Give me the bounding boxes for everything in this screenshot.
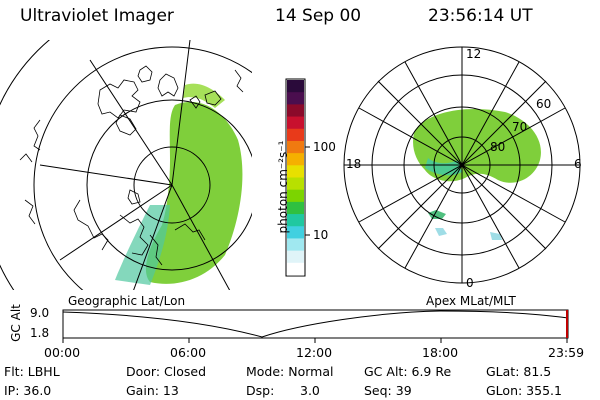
colorbar-band [287,250,304,264]
mlt-label-left: 18 [346,157,362,171]
status-dsp-label: Dsp: [246,383,275,398]
status-gc-alt: GC Alt: 6.9 Re [364,364,452,379]
timeline-xtick-3: 18:00 [422,345,459,360]
mlat-label-80: 80 [490,140,506,154]
status-mode: Mode: Normal [246,364,334,379]
altitude-curve [62,310,569,338]
colorbar-band [287,140,304,154]
colorbar-band [287,116,304,130]
colorbar-band [287,177,304,191]
colorbar-band [287,238,304,252]
status-filter: Flt: LBHL [4,364,60,379]
colorbar-band [287,153,304,166]
colorbar-band [287,128,304,142]
time-label: 23:56:14 UT [428,6,533,26]
timeline-xtick-0: 00:00 [44,345,81,360]
status-door: Door: Closed [126,364,207,379]
status-glat: GLat: 81.5 [486,364,552,379]
colorbar-tick-10: 10 [313,228,329,242]
instrument-title: Ultraviolet Imager [20,6,174,26]
timeline-xtick-4: 23:59 [548,345,585,360]
colorbar-band [287,262,304,276]
colorbar-band [287,226,304,240]
colorbar-band [287,201,304,215]
timeline-ytick-bottom: 1.8 [30,326,50,340]
colorbar-band [287,165,304,179]
colorbar-band [287,80,304,93]
timeline-ytick-top: 9.0 [30,306,50,320]
colorbar [285,78,310,277]
timeline-ylabel: GC Alt [9,304,23,342]
mlt-label-bottom: 0 [466,276,474,290]
status-gain: Gain: 13 [126,383,179,398]
mlt-label-top: 12 [466,47,482,61]
colorbar-tick-100: 100 [313,140,336,154]
geographic-map [0,40,252,290]
altitude-timeline [62,309,569,343]
timeline-xtick-1: 06:00 [170,345,207,360]
colorbar-band [287,92,304,105]
colorbar-band [287,104,304,118]
colorbar-band [287,214,304,227]
status-glon: GLon: 355.1 [486,383,562,398]
date-label: 14 Sep 00 [275,6,362,26]
timeline-xtick-2: 12:00 [296,345,333,360]
mlt-label-right: 6 [574,157,582,171]
magnetic-caption: Apex MLat/MLT [426,294,516,308]
mlat-label-60: 60 [536,97,552,111]
status-dsp-value: 3.0 [300,383,320,398]
geographic-caption: Geographic Lat/Lon [68,294,186,308]
status-seq: Seq: 39 [364,383,412,398]
colorbar-band [287,189,304,203]
colorbar-unit-label: photon cm⁻²s⁻¹ [276,140,290,234]
mlat-label-70: 70 [512,120,528,134]
status-ip: IP: 36.0 [4,383,52,398]
magnetic-polar-map [343,46,581,284]
